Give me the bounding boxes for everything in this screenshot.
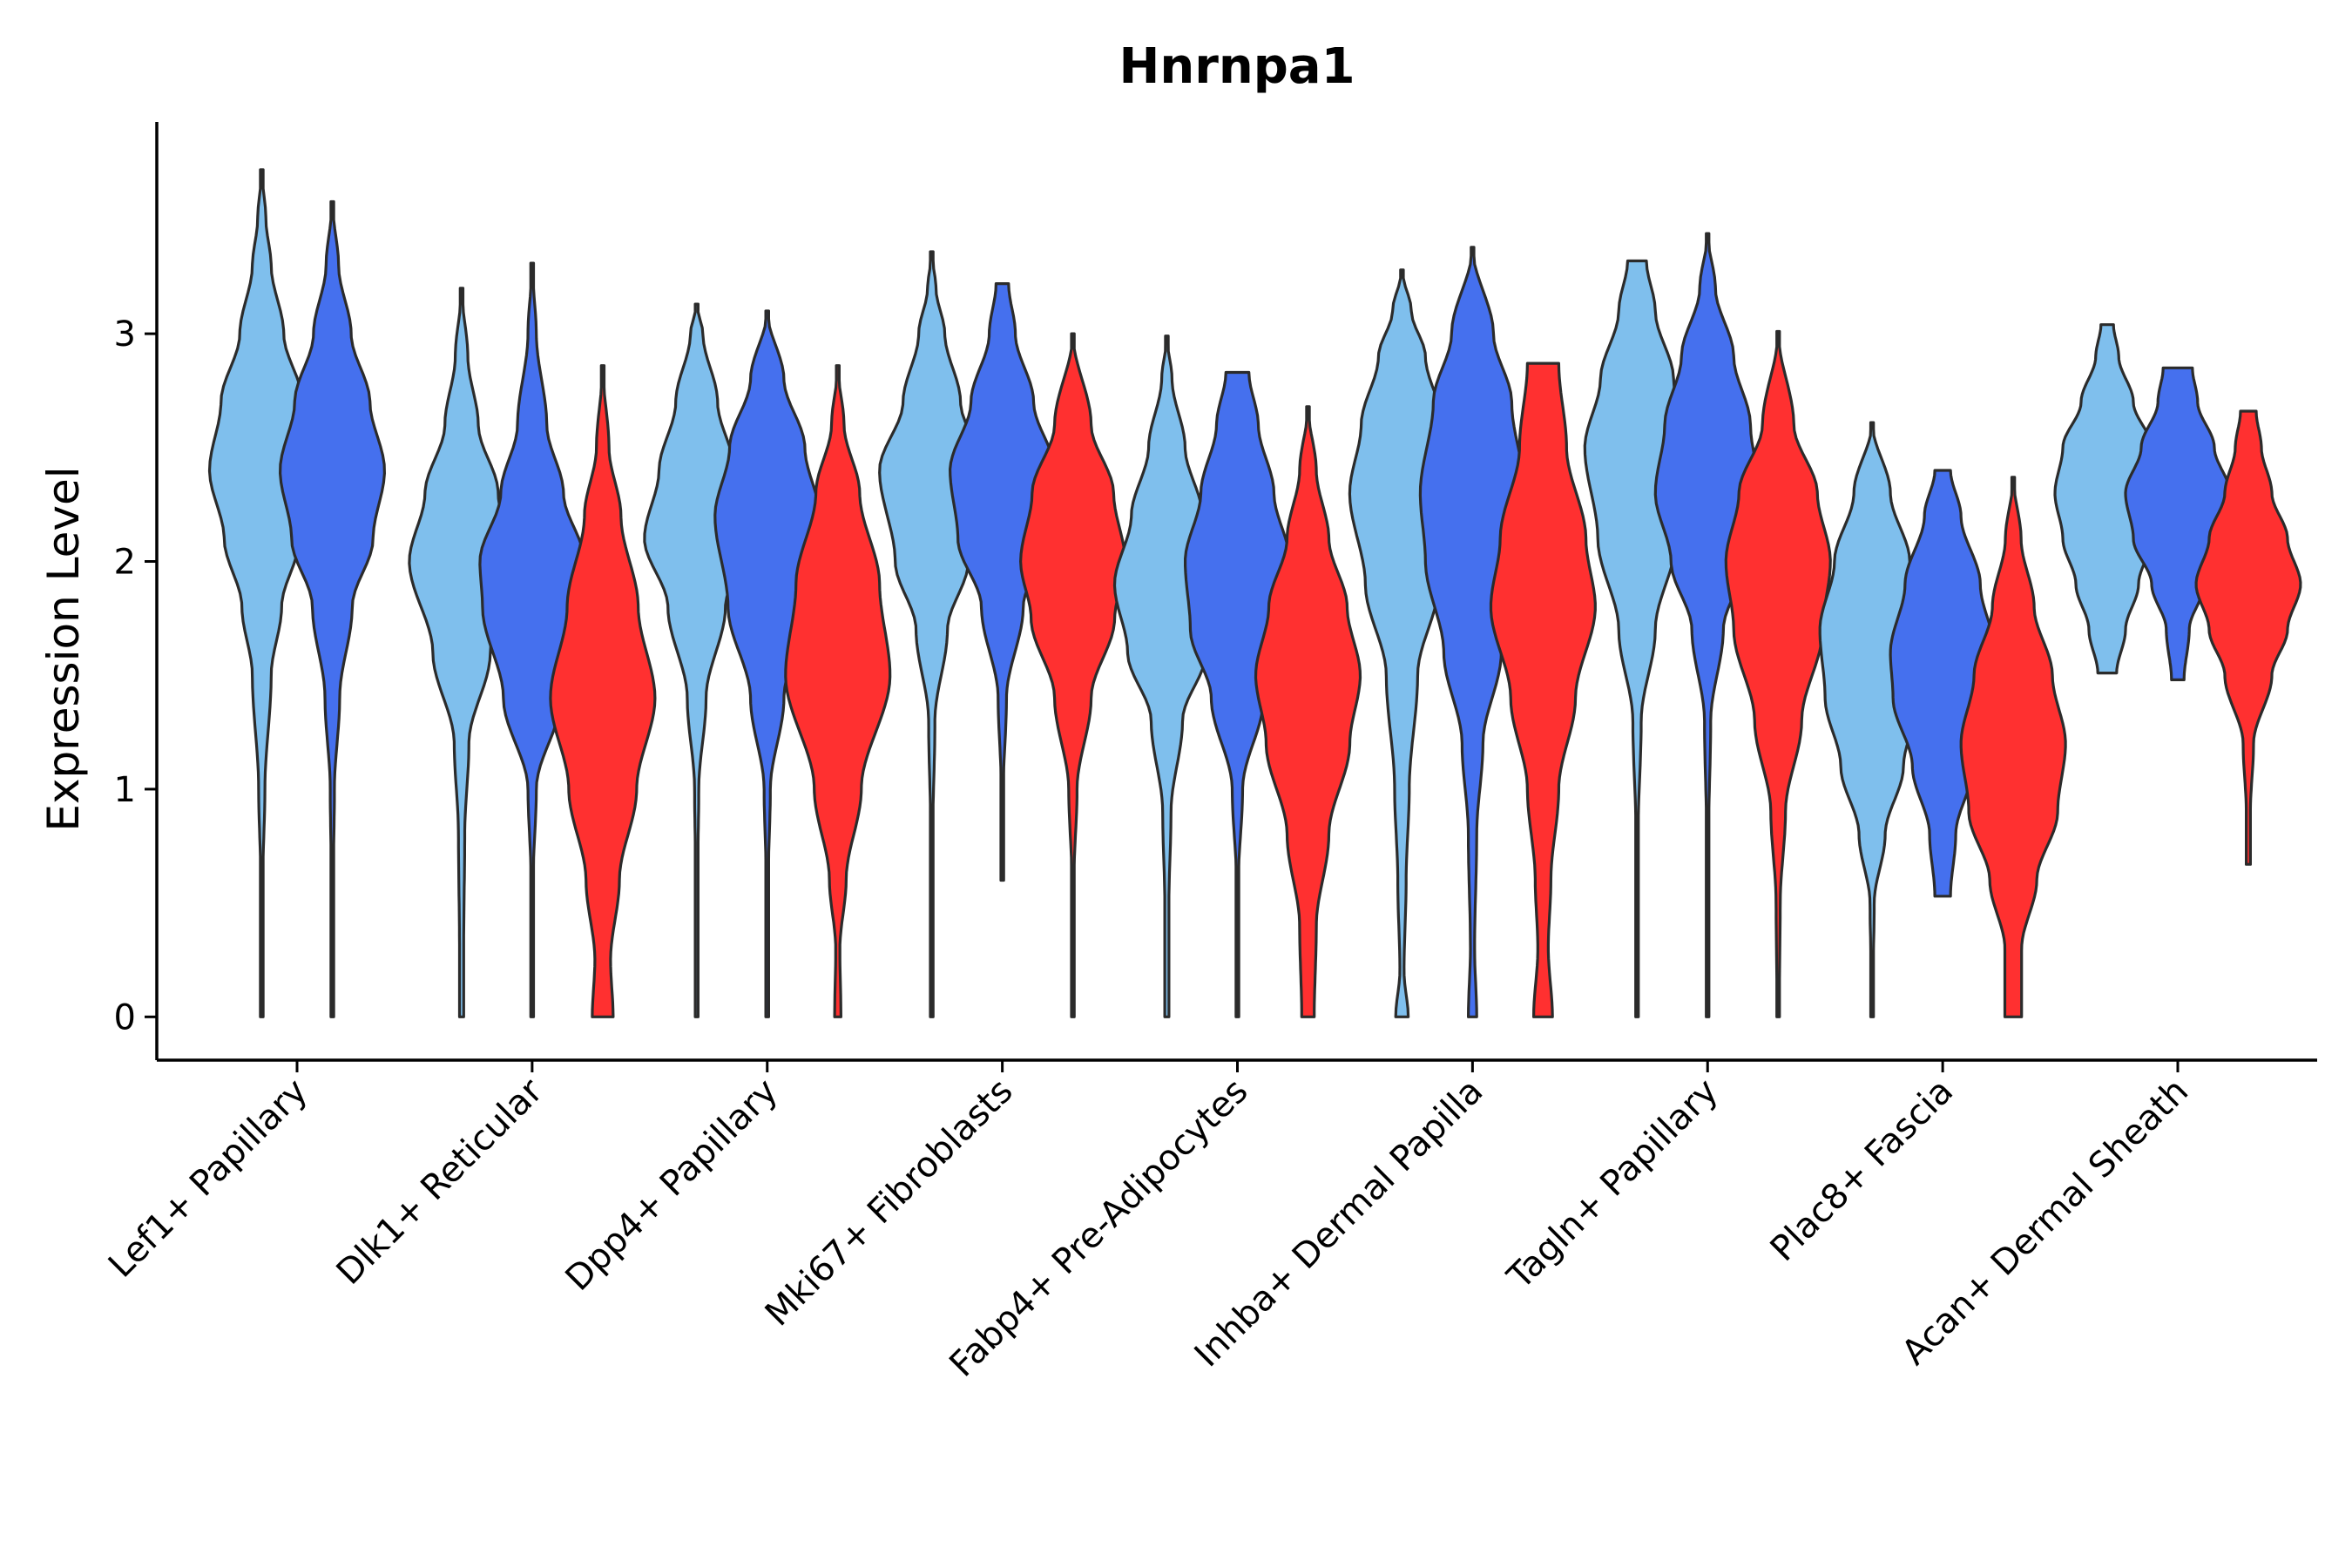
y-tick-label-1: 1 <box>114 770 136 810</box>
chart-title: Hnrnpa1 <box>1119 38 1355 95</box>
violin-7-2 <box>1653 232 1761 1018</box>
violin-1-2 <box>279 199 386 1018</box>
violin-8-1 <box>1818 421 1926 1018</box>
x-tick-label-4: Mki67+ Fibroblasts <box>758 1071 1021 1335</box>
violin-7-1 <box>1583 259 1691 1018</box>
violin-4-2 <box>949 282 1057 882</box>
violin-5-1 <box>1112 335 1221 1018</box>
violin-6-3 <box>1489 362 1597 1018</box>
violin-2-1 <box>408 287 516 1018</box>
violin-group <box>207 168 2302 1018</box>
violin-5-2 <box>1184 370 1291 1018</box>
violin-7-3 <box>1724 329 1832 1018</box>
violin-3-3 <box>784 364 892 1018</box>
x-tick-label-2: Dlk1+ Reticular <box>329 1071 551 1293</box>
violin-1-1 <box>207 168 316 1018</box>
violin-8-3 <box>1959 476 2067 1018</box>
violin-4-3 <box>1019 332 1127 1018</box>
x-tick-label-3: Dpp4+ Papillary <box>558 1071 786 1299</box>
violin-6-2 <box>1418 246 1526 1018</box>
y-axis-label: Expression Level <box>38 466 89 831</box>
violin-3-1 <box>643 302 751 1018</box>
y-tick-label-3: 3 <box>114 314 136 355</box>
violin-9-3 <box>2194 409 2302 866</box>
violin-2-2 <box>478 261 586 1018</box>
x-tick-label-7: Tagln+ Papillary <box>1499 1071 1726 1298</box>
violin-3-2 <box>713 309 821 1018</box>
violin-2-3 <box>549 364 657 1018</box>
y-tick-label-2: 2 <box>114 543 136 583</box>
violin-4-1 <box>878 250 986 1018</box>
x-axis-ticks: Lef1+ Papillary Dlk1+ Reticular Dpp4+ Papi… <box>101 1060 2196 1385</box>
y-axis-ticks: 0 1 2 3 <box>114 314 157 1037</box>
x-tick-label-1: Lef1+ Papillary <box>101 1071 315 1286</box>
x-tick-label-8: Plac8+ Fascia <box>1763 1071 1962 1270</box>
violin-5-3 <box>1254 405 1362 1018</box>
y-tick-label-0: 0 <box>114 997 136 1037</box>
